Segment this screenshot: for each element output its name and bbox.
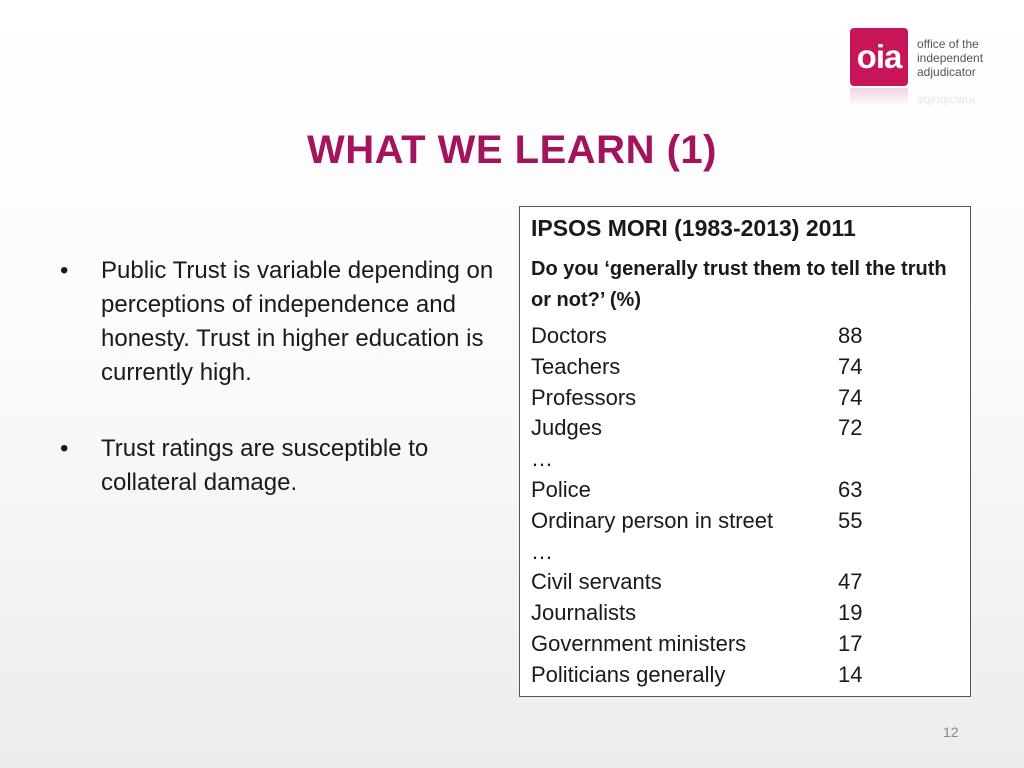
logo-line-1: office of the <box>917 37 979 51</box>
survey-rows: Doctors 88 Teachers 74 Professors 74 Judges 72 …… <box>531 321 961 691</box>
survey-question: Do you ‘generally trust them to tell the… <box>531 258 947 311</box>
row-label: Civil servants <box>531 569 662 595</box>
table-row: … <box>531 444 961 475</box>
page-number: 12 <box>943 724 959 740</box>
row-label: Ordinary person in street <box>531 507 774 533</box>
row-value: 55 <box>838 507 863 533</box>
row-value: 14 <box>838 661 863 687</box>
logo-wordmark: office of the independent adjudicator <box>917 37 1007 79</box>
table-row: Doctors 88 <box>531 321 961 352</box>
row-label: Doctors <box>531 323 607 348</box>
row-label: Police <box>531 476 591 502</box>
row-label: Judges <box>531 415 602 441</box>
row-label: Politicians generally <box>531 661 726 687</box>
row-value: 19 <box>838 600 863 626</box>
logo-line-2: independent <box>917 51 984 65</box>
table-row: Professors 74 <box>531 383 961 414</box>
table-row: Journalists 19 <box>531 598 961 629</box>
table-row: Civil servants 47 <box>531 567 961 598</box>
row-value: 88 <box>838 323 863 348</box>
survey-table-box: IPSOS MORI (1983-2013) 2011 Do you ‘gene… <box>519 206 971 697</box>
logo-reflection <box>850 88 908 106</box>
survey-heading: IPSOS MORI (1983-2013) 2011 <box>531 215 856 241</box>
bullet-item: • Trust ratings are susceptible to colla… <box>60 432 500 500</box>
slide-title: WHAT WE LEARN (1) <box>307 128 717 172</box>
row-label: … <box>531 446 553 472</box>
oia-logo-mark: oia <box>850 28 908 86</box>
row-value: 72 <box>838 415 863 441</box>
table-row: Ordinary person in street 55 <box>531 506 961 537</box>
table-row: Politicians generally 14 <box>531 660 961 691</box>
row-value: 74 <box>838 353 863 379</box>
row-label: Teachers <box>531 353 621 379</box>
row-value: 47 <box>838 569 863 595</box>
table-row: Government ministers 17 <box>531 629 961 660</box>
table-row: Teachers 74 <box>531 352 961 383</box>
row-label: … <box>531 538 553 564</box>
bullet-marker: • <box>60 435 69 462</box>
row-value: 17 <box>838 630 863 656</box>
bullet-text: Public Trust is variable depending on pe… <box>101 257 494 386</box>
row-label: Professors <box>531 384 637 410</box>
bullet-marker: • <box>60 257 69 284</box>
row-label: Journalists <box>531 600 637 626</box>
row-label: Government ministers <box>531 630 747 656</box>
table-row: Judges 72 <box>531 413 961 444</box>
table-row: … <box>531 537 961 568</box>
bullet-text: Trust ratings are susceptible to collate… <box>101 435 429 496</box>
bullet-list: • Public Trust is variable depending on … <box>60 254 500 542</box>
bullet-item: • Public Trust is variable depending on … <box>60 254 500 390</box>
logo-line-3: adjudicator <box>917 65 976 79</box>
table-row: Police 63 <box>531 475 961 506</box>
row-value: 74 <box>838 384 863 410</box>
logo-text-reflection: adjudicator <box>917 94 976 108</box>
row-value: 63 <box>838 476 863 502</box>
